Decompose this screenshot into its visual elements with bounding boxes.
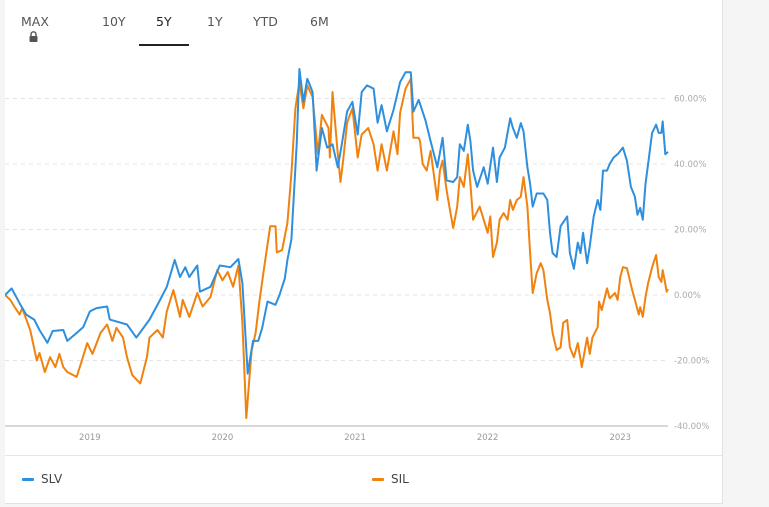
y-tick-label: 60.00% (674, 95, 706, 105)
legend-label-slv: SLV (41, 472, 63, 486)
tab-ytd[interactable]: YTD (253, 14, 278, 29)
legend-item-sil[interactable]: SIL (372, 472, 409, 486)
lock-icon (29, 30, 38, 45)
y-tick-label: 0.00% (674, 291, 701, 301)
x-tick-label: 2021 (344, 433, 366, 443)
chart-card: MAX 10Y 5Y 1Y YTD 6M 60.00% 40.00% 20.00% 0… (5, 0, 723, 504)
y-tick-label: 20.00% (674, 226, 706, 236)
active-tab-indicator (139, 44, 189, 46)
legend-item-slv[interactable]: SLV (22, 472, 62, 486)
y-tick-label: -40.00% (674, 422, 709, 432)
legend-divider (5, 455, 722, 456)
x-tick-label: 2023 (609, 433, 631, 443)
x-tick-label: 2020 (212, 433, 234, 443)
y-tick-label: 40.00% (674, 160, 706, 170)
tab-10y[interactable]: 10Y (102, 14, 126, 29)
tab-5y[interactable]: 5Y (156, 14, 172, 29)
legend-label-sil: SIL (391, 472, 409, 486)
x-tick-label: 2022 (477, 433, 499, 443)
y-tick-label: -20.00% (674, 357, 709, 367)
tab-max-label: MAX (21, 14, 49, 29)
tab-1y[interactable]: 1Y (207, 14, 223, 29)
series-line-sil (5, 77, 669, 420)
tab-6m[interactable]: 6M (310, 14, 329, 29)
legend-swatch-slv (22, 477, 34, 481)
series-line-slv (5, 68, 669, 375)
line-chart: 60.00% 40.00% 20.00% 0.00% -20.00% -40.00% 201… (5, 68, 709, 443)
tab-max[interactable]: MAX (21, 14, 49, 45)
x-tick-label: 2019 (79, 433, 101, 443)
legend-swatch-sil (372, 477, 384, 481)
